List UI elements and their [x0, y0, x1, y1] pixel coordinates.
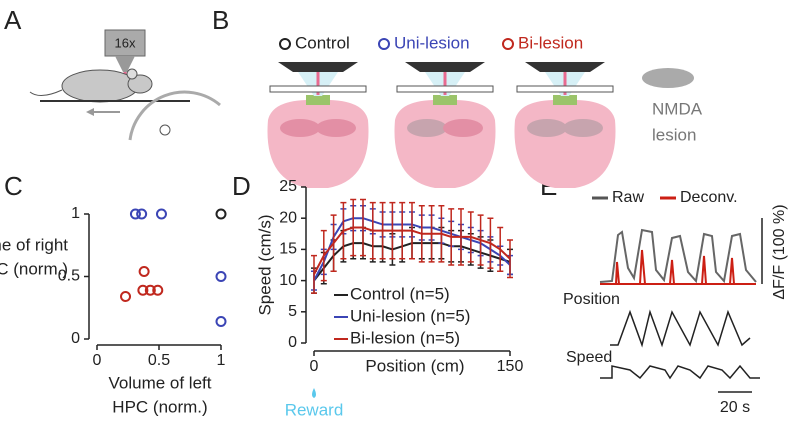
x-axis-label: Position (cm) — [365, 356, 464, 375]
hpc — [316, 119, 356, 137]
y-tick-label: 0 — [71, 330, 80, 347]
x-tick-label: 1 — [217, 352, 226, 369]
point — [136, 208, 148, 220]
holder — [516, 85, 614, 93]
y-axis-label: HPC (norm.) — [0, 259, 68, 278]
time-scale: 20 s — [720, 399, 750, 416]
annotation: Reward — [285, 400, 344, 419]
window — [553, 95, 577, 105]
legend-marker — [502, 38, 514, 50]
microscope — [278, 62, 358, 72]
window — [433, 95, 457, 105]
lesion-icon — [642, 68, 694, 88]
holder — [396, 85, 494, 93]
hpc — [443, 119, 483, 137]
point — [120, 291, 132, 302]
panel-label: D — [232, 171, 251, 201]
y-tick-label: 0 — [288, 334, 297, 351]
df-scale: ΔF/F (100 %) — [771, 204, 788, 299]
x-tick-label: 150 — [497, 358, 524, 375]
x-axis-label: HPC (norm.) — [112, 397, 207, 416]
lesion-label: NMDA — [652, 99, 703, 118]
y-tick-label: 10 — [279, 272, 297, 289]
legend-label: Raw — [612, 189, 644, 206]
legend-label: Uni-lesion — [394, 33, 470, 52]
legend-label: Control — [295, 33, 350, 52]
point — [215, 208, 227, 220]
point — [144, 284, 156, 296]
x-tick-label: 0 — [93, 352, 102, 369]
brain-illustration — [267, 62, 616, 188]
y-axis-label: Speed (cm/s) — [255, 214, 274, 315]
y-tick-label: 5 — [288, 303, 297, 320]
panel-label: A — [4, 5, 22, 35]
brain — [514, 99, 616, 188]
x-tick-label: 0 — [310, 358, 319, 375]
mouse-illustration: 16x — [29, 29, 221, 141]
hpc — [527, 119, 567, 137]
y-tick-label: 15 — [279, 241, 297, 258]
legend-label: Uni-lesion (n=5) — [350, 306, 470, 325]
y-tick-label: 0.5 — [58, 268, 80, 285]
window — [306, 95, 330, 105]
brain — [394, 99, 496, 188]
point — [129, 208, 141, 220]
point — [215, 271, 227, 282]
y-tick-label: 1 — [71, 205, 80, 222]
point — [138, 266, 150, 277]
position-label: Position — [563, 291, 620, 308]
y-axis-label: Volume of right — [0, 235, 68, 254]
panel-label: C — [4, 171, 23, 201]
legend-label: Bi-lesion (n=5) — [350, 328, 460, 347]
panel-label: B — [212, 5, 229, 35]
hpc — [407, 119, 447, 137]
legend-marker — [378, 38, 390, 50]
legend-marker — [279, 38, 291, 50]
x-tick-label: 0.5 — [148, 352, 170, 369]
point — [137, 284, 149, 296]
microscope — [525, 62, 605, 72]
brain — [267, 99, 369, 188]
legend-label: Control (n=5) — [350, 284, 450, 303]
example-traces — [599, 218, 763, 393]
point — [215, 316, 227, 327]
point — [152, 284, 164, 296]
legend-label: Bi-lesion — [518, 33, 583, 52]
microscope — [405, 62, 485, 72]
speed-label: Speed — [566, 349, 612, 366]
holder — [269, 85, 367, 93]
y-tick-label: 20 — [279, 209, 297, 226]
lesion-label: lesion — [652, 125, 696, 144]
objective-label: 16x — [115, 35, 136, 50]
x-axis-label: Volume of left — [108, 373, 211, 392]
y-tick-label: 25 — [279, 178, 297, 195]
hpc — [563, 119, 603, 137]
hpc — [280, 119, 320, 137]
reward-drop — [312, 388, 316, 398]
point — [155, 208, 167, 220]
series-line — [313, 226, 511, 275]
legend-label: Deconv. — [680, 189, 738, 206]
